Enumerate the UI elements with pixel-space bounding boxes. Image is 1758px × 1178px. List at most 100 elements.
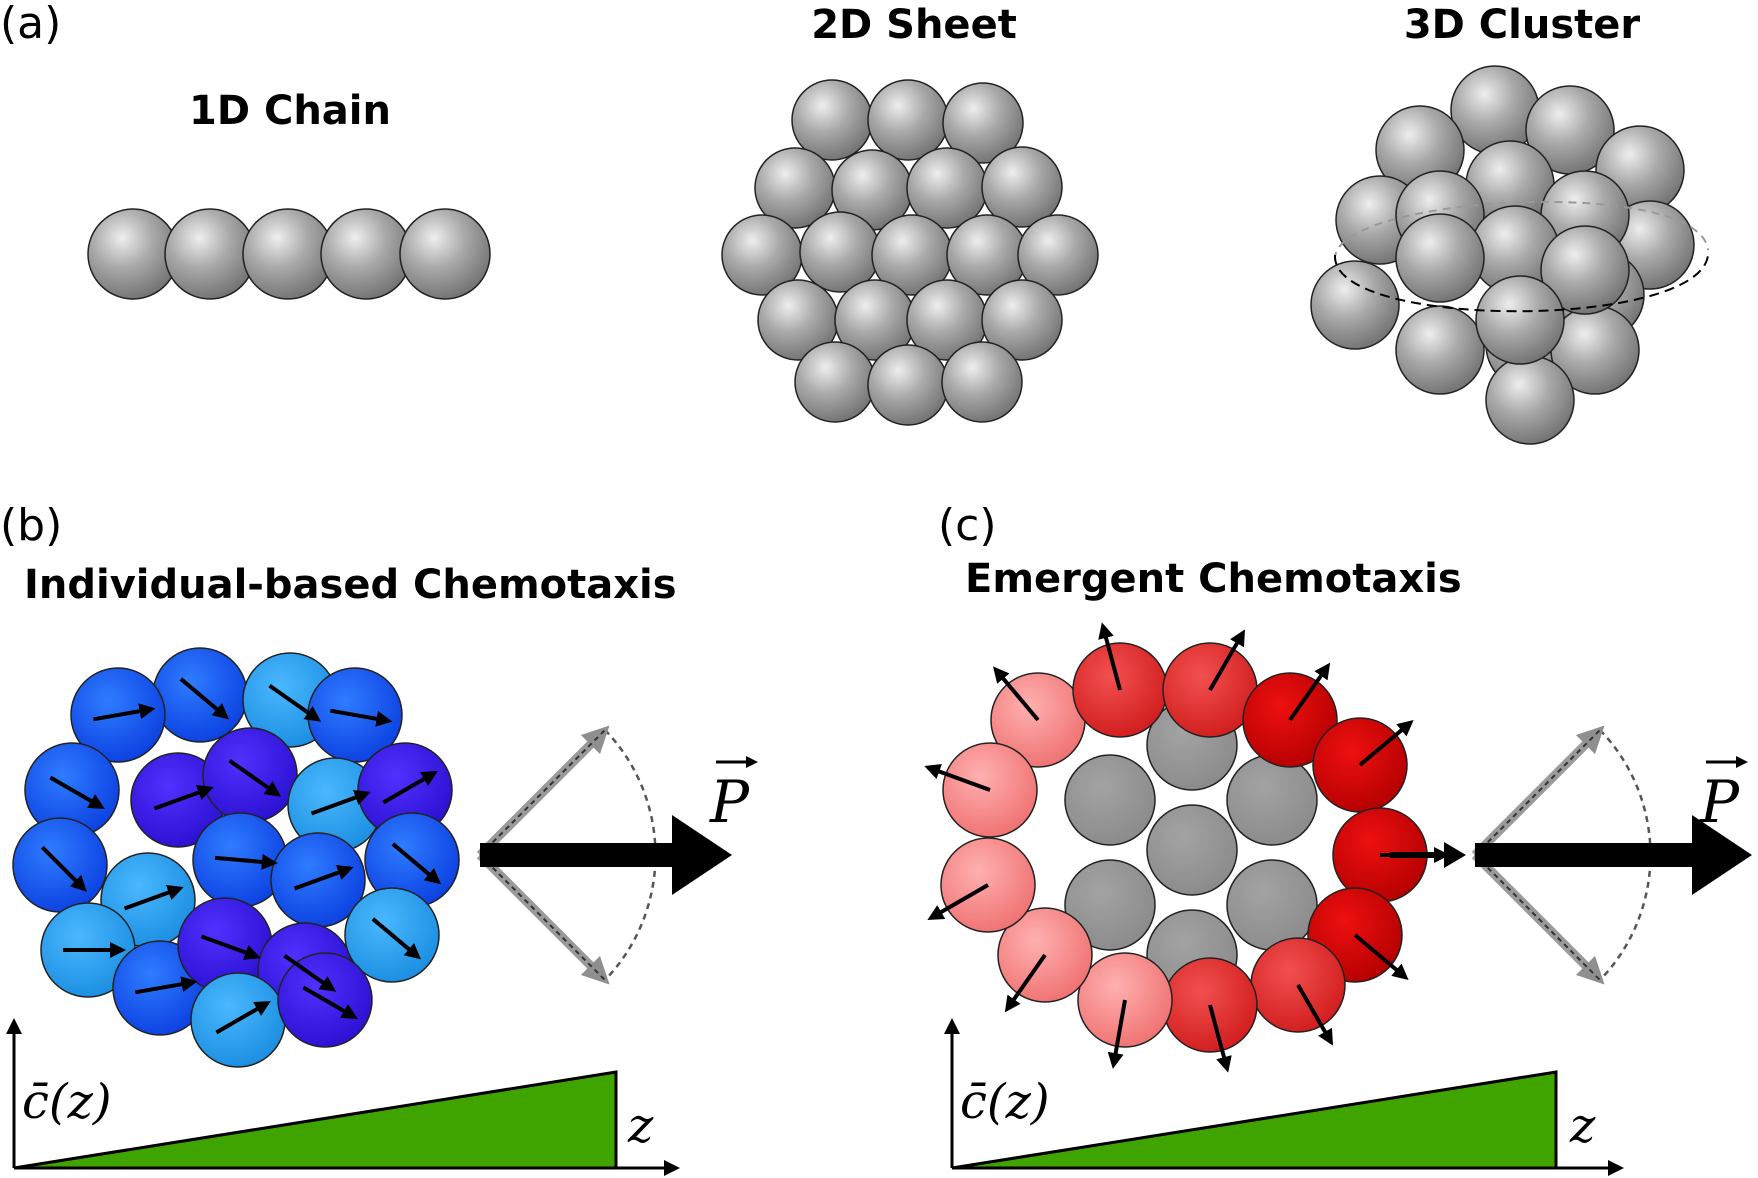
gradient-plot-c: c̄(z) z [944,1018,1624,1176]
cell-polarity-arrow [293,864,354,891]
cell-polarity-arrow [228,759,282,797]
cluster-title: 3D Cluster [1404,2,1641,48]
y-axis-label: c̄(z) [22,1074,112,1130]
cell-polarity-arrow [40,845,87,892]
y-axis-head [6,1018,22,1034]
cell-polarity-arrow [310,789,371,816]
sheet-cell [867,79,949,161]
dashed-line-up [479,729,606,856]
cell-polarity-arrow [927,883,989,920]
x-axis-head [664,1160,680,1176]
cluster-cell [1310,260,1400,350]
p-arrow-head [672,815,732,895]
cluster-cell [1540,225,1630,315]
cell-polarity-arrow [1296,984,1333,1046]
gradient-plot-b: c̄(z) z [6,1018,680,1176]
cell-polarity-arrow [1358,720,1414,767]
chain-cells [87,208,491,300]
sheet-cell [1017,214,1099,296]
sheet-cell [942,82,1024,164]
panel-b-label: (b) [0,500,62,551]
cell-polarity-arrow [1098,622,1122,691]
cell-polarity-arrow [924,764,991,792]
inner-gray-cell [1064,754,1156,846]
cell-polarity-arrow [1208,629,1245,691]
dashed-line-down [1474,854,1601,981]
inner-gray-cell [1064,859,1156,951]
cell-polarity-arrow [302,985,358,1019]
cell-polarity-arrow [214,853,278,870]
polarization-diagram-c: P [1390,725,1752,985]
panel-b-title: Individual-based Chemotaxis [24,562,677,608]
p-vector-bar-head [746,756,758,768]
sheet-cell [794,341,876,423]
sheet-cell [981,146,1063,228]
sheet-title: 2D Sheet [811,2,1017,48]
cluster-outline-back [1333,200,1709,261]
cell-polarity-arrow [330,708,393,727]
sheet-cell [981,279,1063,361]
sheet-cell [867,344,949,426]
cluster-outline-front [1333,254,1709,313]
cell-polarity-arrow [1288,662,1331,722]
dashed-line-up [1474,729,1601,856]
inner-gray-cell [1226,754,1318,846]
individual-chemotaxis-cluster [12,647,460,1068]
x-axis-head [1608,1160,1624,1176]
emergent-chemotaxis-cluster [924,622,1450,1073]
p-vector-label: P [1699,768,1740,836]
p-vector-bar-head [1736,756,1748,768]
cell-polarity-arrow [215,1001,271,1035]
y-axis-head [944,1018,960,1034]
cell-polarity-arrow [268,684,322,722]
panel-c-title: Emergent Chemotaxis [965,556,1462,602]
cell-polarity-arrow [382,771,438,805]
cell-polarity-arrow [200,934,261,961]
cluster-cell [1475,275,1565,365]
cell-polarity-arrow [993,666,1040,722]
cell-polarity-arrow [391,842,442,885]
inner-gray-cell [1226,859,1318,951]
inner-gray-cell [1146,804,1238,896]
cluster-cell [1395,305,1485,395]
polarization-diagram-b: P [476,725,758,985]
chain-cell [242,208,334,300]
cluster-cell [1395,213,1485,303]
cluster-cell [1450,65,1540,155]
p-arrow-head [1692,815,1752,895]
dashed-line-down [479,854,606,981]
cluster-cell [1485,355,1575,445]
cell-polarity-arrow [1107,999,1127,1069]
cluster-cells [1310,65,1709,445]
cell-polarity-arrow [93,703,156,722]
chain-cell [399,208,491,300]
cell-polarity-arrow [1208,1004,1232,1073]
y-axis-label: c̄(z) [960,1074,1050,1130]
arc-dashed [604,729,657,981]
arc-dashed [1599,729,1652,981]
panel-c-label: (c) [938,500,997,551]
cell-polarity-arrow [1353,933,1409,980]
p-vector-label: P [709,768,750,836]
cell-polarity-arrow [135,976,198,995]
sheet-cell [941,341,1023,423]
cell-polarity-arrow [283,954,337,992]
cell-polarity-arrow [153,784,214,811]
chain-title: 1D Chain [189,88,391,134]
cell-polarity-arrow [371,917,422,960]
p-arrow-shaft [1475,843,1695,867]
cell-polarity-arrow [1004,953,1047,1013]
panel-a-label: (a) [0,0,61,49]
cluster-to-p-arrow-head [1444,842,1466,868]
p-arrow-shaft [480,843,675,867]
chain-cell [164,208,256,300]
x-axis-label: z [1569,1098,1596,1154]
chain-cell [320,208,412,300]
cell-polarity-arrow [179,677,230,720]
sheet-cell [791,79,873,161]
cell-polarity-arrow [123,884,184,911]
x-axis-label: z [627,1098,654,1154]
cell-polarity-arrow [49,775,105,810]
sheet-cells [721,79,1099,426]
